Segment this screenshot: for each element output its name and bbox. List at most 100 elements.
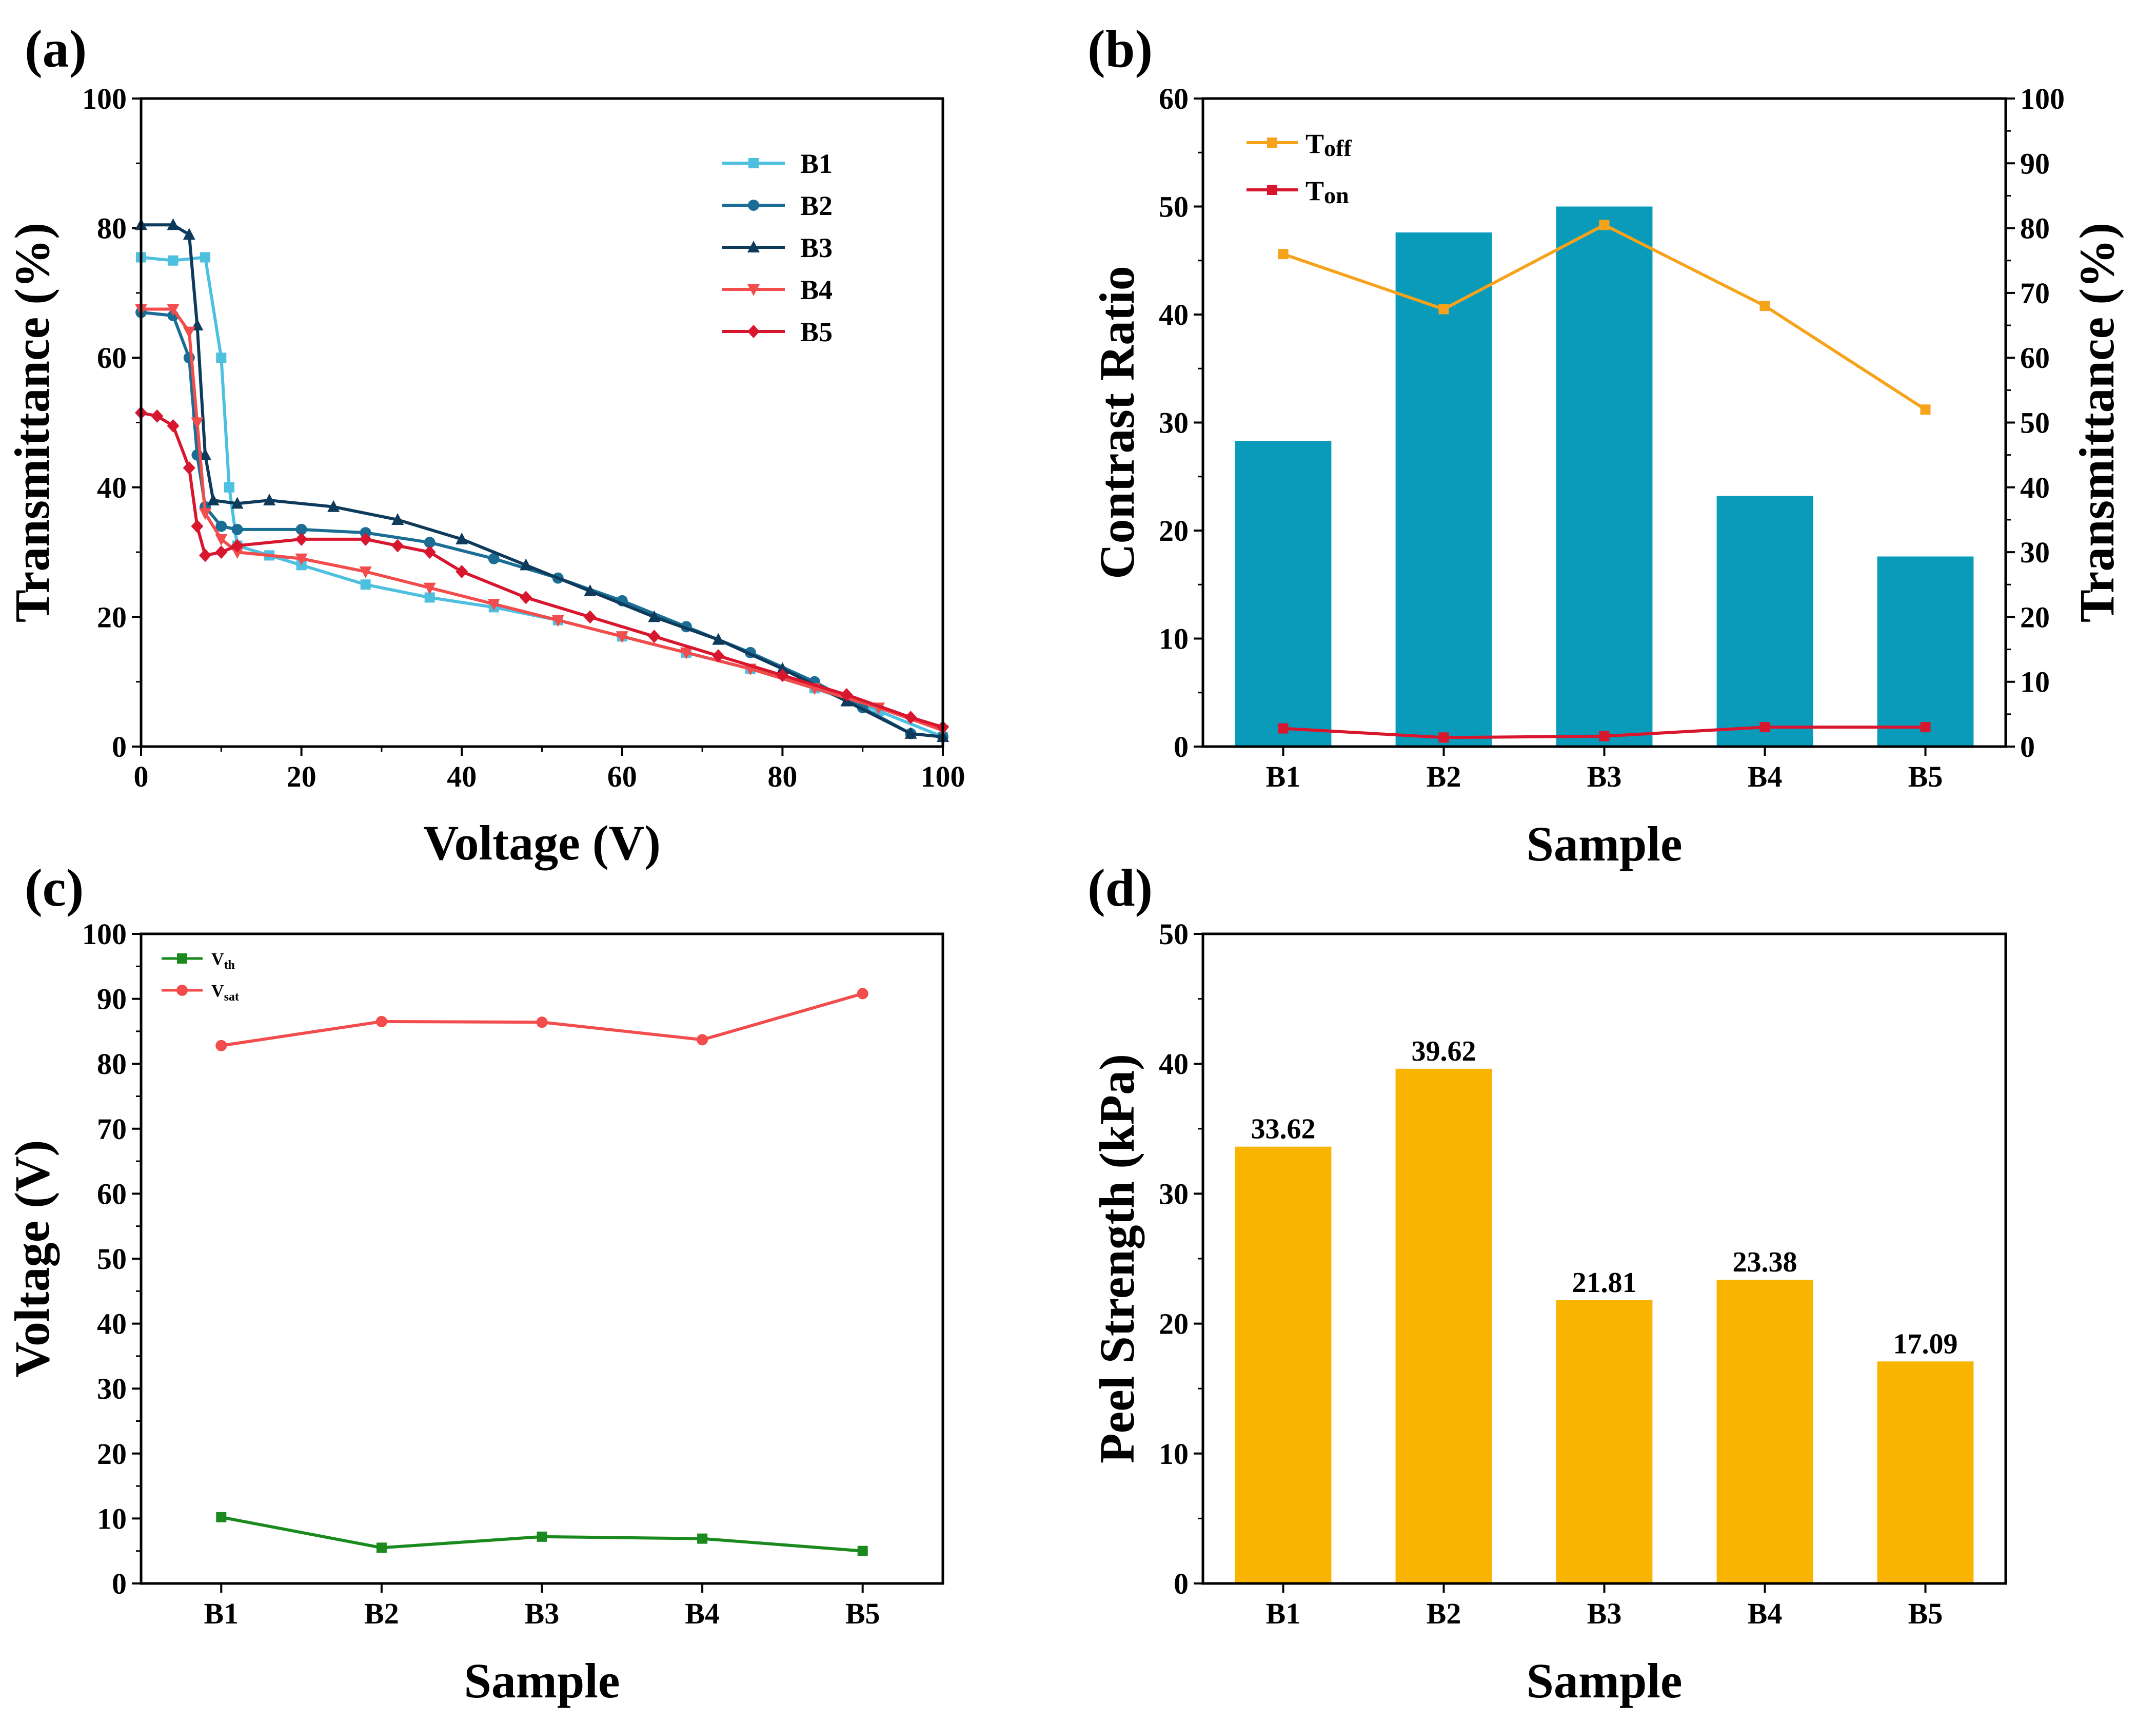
a-x-axis-title: Voltage (V) <box>423 815 661 870</box>
b-line-Toff-point <box>1759 301 1770 311</box>
c-xtick-label: B3 <box>525 1597 560 1630</box>
a-series-B4-point <box>551 615 564 627</box>
b-legend-on-label: Ton <box>1306 175 1349 208</box>
c-ytick-label: 100 <box>82 917 127 951</box>
b-line-Ton-point <box>1599 731 1610 741</box>
a-series-B5-point <box>904 711 917 725</box>
d-xtick-label: B1 <box>1266 1597 1301 1630</box>
c-line-Vsat-point <box>215 1040 227 1051</box>
b-line-Ton-point <box>1278 723 1289 734</box>
a-series-B5-point <box>215 545 228 559</box>
d-data-label-B3: 21.81 <box>1572 1267 1637 1299</box>
d-x-axis-title: Sample <box>1526 1653 1682 1708</box>
a-series-B2-point <box>231 523 243 535</box>
b-bar-B5 <box>1877 556 1974 747</box>
b-ytick-right-label: 0 <box>2020 730 2035 764</box>
d-bar-B5 <box>1877 1361 1974 1583</box>
d-xtick-label: B4 <box>1748 1597 1783 1630</box>
c-line-Vsat-point <box>536 1016 548 1028</box>
a-series-B2-line <box>141 310 943 739</box>
panel-label-a: (a) <box>25 19 87 79</box>
b-ytick-label: 0 <box>1174 730 1189 764</box>
a-series-B4-point <box>680 647 693 659</box>
a-series-B4-point <box>215 534 228 546</box>
c-xtick-label: B4 <box>685 1597 720 1630</box>
a-ytick-label: 100 <box>82 82 127 115</box>
b-line-Toff-point <box>1278 249 1289 260</box>
c-xtick-label: B1 <box>204 1597 239 1630</box>
c-line-Vth-point <box>537 1531 547 1542</box>
b-ytick-right-label: 20 <box>2020 600 2050 634</box>
b-ytick-label: 10 <box>1159 622 1189 656</box>
a-series-B5-point <box>151 409 164 423</box>
a-series-B4-point <box>191 417 204 429</box>
d-bar-B1 <box>1235 1146 1332 1583</box>
c-ytick-label: 90 <box>97 983 127 1016</box>
b-plot-frame <box>1201 97 2007 748</box>
b-xtick-label: B4 <box>1748 760 1783 793</box>
c-line-Vsat-point <box>857 988 868 1000</box>
a-series-B3-point <box>584 584 597 596</box>
a-series-B5-point <box>191 519 204 533</box>
a-xtick-label: 0 <box>134 760 149 793</box>
a-series-B2-point <box>488 553 500 564</box>
a-series-B5-point <box>391 539 404 553</box>
b-ytick-right-label: 90 <box>2020 147 2050 180</box>
c-line-Vth-point <box>216 1512 227 1522</box>
a-legend-B3-marker <box>747 241 760 252</box>
c-ytick-label: 20 <box>97 1437 127 1471</box>
b-ytick-right-label: 10 <box>2020 666 2050 699</box>
a-legend-B1-marker <box>748 158 759 168</box>
a-xtick-label: 20 <box>287 760 317 793</box>
a-series-B3-point <box>648 610 661 622</box>
d-xtick-label: B2 <box>1427 1597 1461 1630</box>
d-bar-B4 <box>1716 1280 1813 1583</box>
a-series-B3-point <box>904 727 917 739</box>
a-series-B3-point <box>231 497 244 509</box>
a-series-B5-point <box>520 591 532 604</box>
c-ytick-label: 80 <box>97 1047 127 1081</box>
a-series-B5-point <box>840 688 853 701</box>
panel-d-chart: 0 10 20 30 40 50 33.62 39.62 21.81 23.38 17.09 B1 B2… <box>1090 917 2007 1708</box>
a-series-B5-point <box>648 630 661 643</box>
b-ytick-label: 30 <box>1159 406 1189 440</box>
a-ytick-label: 60 <box>97 341 127 375</box>
b-line-Toff-point <box>1438 304 1449 315</box>
a-series-B3-point <box>712 633 725 645</box>
b-legend-off-marker <box>1267 138 1277 148</box>
b-x-axis-title: Sample <box>1526 816 1682 871</box>
c-ytick-label: 0 <box>112 1567 127 1600</box>
b-bar-B3 <box>1556 206 1653 747</box>
c-line-Vth-point <box>857 1545 868 1556</box>
c-line-Vth-point <box>376 1542 387 1553</box>
a-series-B4-point <box>359 566 372 578</box>
a-ytick-label: 80 <box>97 212 127 245</box>
c-legend-sat-marker <box>176 985 188 996</box>
a-ytick-label: 20 <box>97 600 127 634</box>
a-series-B5-point <box>199 549 212 562</box>
b-ytick-right-label: 70 <box>2020 277 2050 310</box>
a-series-B1-point <box>424 592 435 603</box>
a-series-B3-point <box>199 448 212 460</box>
b-ytick-right-label: 50 <box>2020 406 2050 440</box>
d-plot-frame <box>1201 932 2007 1585</box>
c-plot-frame <box>140 932 944 1585</box>
c-xtick-label: B2 <box>364 1597 399 1630</box>
b-ytick-right-label: 30 <box>2020 536 2050 569</box>
a-legend-B2-marker <box>748 200 759 211</box>
d-y-axis-title: Peel Strength (kPa) <box>1090 1054 1144 1463</box>
a-legend-B5-label: B5 <box>800 317 833 347</box>
a-series-B5-point <box>167 419 180 433</box>
b-legend-on-marker <box>1267 185 1277 195</box>
a-series-B2-point <box>215 520 227 532</box>
d-ytick-label: 30 <box>1159 1177 1189 1210</box>
a-series-B5-point <box>359 532 372 546</box>
a-series-B1-point <box>168 255 179 266</box>
d-ytick-label: 10 <box>1159 1437 1189 1471</box>
c-legend-sat-label: Vsat <box>211 982 239 1004</box>
b-y-axis-title: Contrast Ratio <box>1090 266 1144 579</box>
a-series-B5-point <box>776 669 789 682</box>
a-series-B1-point <box>360 579 371 590</box>
c-line-Vth-point <box>697 1533 708 1544</box>
